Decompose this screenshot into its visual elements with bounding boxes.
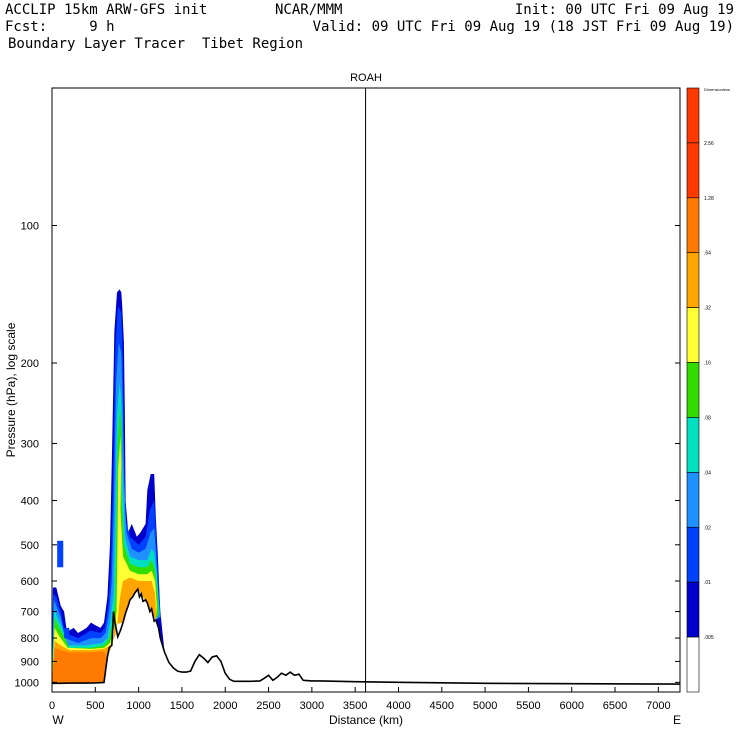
header-forecast-hour: Fcst: 9 h — [5, 19, 115, 35]
x-tick-label: 5000 — [473, 700, 497, 712]
header-init-time: Init: 00 UTC Fri 09 Aug 19 — [514, 2, 734, 18]
y-tick-label: 200 — [21, 358, 39, 370]
colorbar-swatch — [686, 636, 700, 693]
colorbar-swatch — [686, 142, 700, 199]
tracer-shading — [52, 289, 165, 684]
tracer-isolated-patch — [57, 540, 64, 568]
x-axis-east-label: E — [673, 713, 681, 727]
x-tick-label: 6000 — [559, 700, 583, 712]
colorbar-units-label: Dimensionless — [704, 87, 730, 92]
colorbar-level-label: .32 — [704, 306, 711, 312]
x-tick-label: 3500 — [343, 700, 367, 712]
colorbar-swatch — [686, 526, 700, 583]
y-tick-label: 700 — [21, 607, 39, 619]
x-tick-label: 4500 — [430, 700, 454, 712]
x-tick-label: 6500 — [603, 700, 627, 712]
terrain-profile-line — [52, 587, 681, 685]
colorbar-level-label: .16 — [704, 361, 711, 367]
y-axis: 100 200 300 400 500 600 700 800 900 1000 — [15, 221, 680, 689]
x-tick-label: 4000 — [386, 700, 410, 712]
colorbar-level-label: 2.56 — [704, 141, 714, 147]
y-tick-label: 600 — [21, 576, 39, 588]
colorbar-swatch — [686, 472, 700, 528]
y-tick-label: 400 — [21, 496, 39, 508]
y-tick-label: 800 — [21, 633, 39, 645]
x-tick-label: 2500 — [256, 700, 280, 712]
x-tick-label: 5500 — [516, 700, 540, 712]
colorbar-swatch — [686, 362, 700, 418]
tracer-isolated-patch-low — [64, 627, 70, 639]
colorbar-swatch — [686, 307, 700, 363]
colorbar-swatch — [686, 87, 700, 144]
y-tick-label: 500 — [21, 540, 39, 552]
y-tick-label: 100 — [21, 221, 39, 233]
colorbar-level-label: .04 — [704, 470, 711, 476]
tracer-contour-p02 — [52, 306, 161, 684]
header-model-title: ACCLIP 15km ARW-GFS init — [5, 2, 208, 18]
x-tick-label: 2000 — [213, 700, 237, 712]
header-field-name: Boundary Layer Tracer Tibet Region — [8, 36, 304, 52]
x-tick-label: 0 — [49, 700, 55, 712]
chart-title: ROAH — [350, 72, 382, 84]
colorbar-level-label: .08 — [704, 415, 711, 421]
x-tick-label: 7000 — [646, 700, 670, 712]
colorbar-swatch — [686, 417, 700, 473]
colorbar: Dimensionless 2.56 1.28 .64 .32 .16 .08 .04 .02.… — [686, 87, 730, 693]
x-axis: 0 500 1000 1500 2000 2500 3000 3500 4000 4500 5000… — [49, 687, 671, 712]
x-axis-label: Distance (km) — [329, 713, 403, 727]
tracer-contour-1p28 — [52, 647, 108, 684]
y-tick-label: 1000 — [15, 677, 39, 689]
colorbar-swatch — [686, 252, 700, 308]
x-tick-label: 3000 — [300, 700, 324, 712]
colorbar-level-label: .64 — [704, 251, 711, 257]
y-axis-label: Pressure (hPa), log scale — [4, 322, 18, 457]
x-tick-label: 1500 — [170, 700, 194, 712]
header-valid-time: Valid: 09 UTC Fri 09 Aug 19 (18 JST Fri … — [312, 19, 734, 35]
colorbar-swatch — [686, 197, 700, 254]
colorbar-swatch — [686, 581, 700, 638]
x-axis-west-label: W — [52, 713, 64, 727]
y-tick-label: 900 — [21, 656, 39, 668]
x-tick-label: 500 — [86, 700, 104, 712]
y-tick-label: 300 — [21, 438, 39, 450]
colorbar-level-label: .02 — [704, 525, 711, 531]
x-tick-label: 1000 — [126, 700, 150, 712]
colorbar-level-label: .005 — [704, 635, 714, 641]
colorbar-level-label: 1.28 — [704, 196, 714, 202]
header-institution: NCAR/MMM — [275, 2, 343, 18]
colorbar-level-label: .01 — [704, 580, 711, 586]
